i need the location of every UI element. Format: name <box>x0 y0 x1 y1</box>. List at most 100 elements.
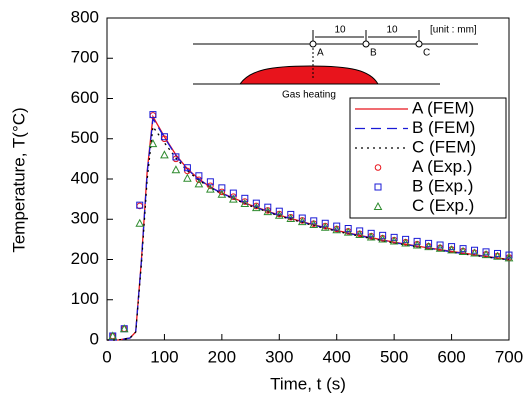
x-axis-label: Time, t (s) <box>270 374 346 393</box>
marker <box>448 243 456 251</box>
y-tick-label: 400 <box>71 168 99 187</box>
marker <box>378 234 387 243</box>
marker <box>108 331 118 340</box>
marker <box>389 236 399 245</box>
marker <box>390 233 398 241</box>
legend-label: C (FEM) <box>412 137 476 156</box>
marker <box>286 213 296 222</box>
marker <box>458 246 468 255</box>
point-b <box>362 40 370 48</box>
x-tick-label: 0 <box>102 347 111 366</box>
y-tick-label: 0 <box>90 329 99 348</box>
marker <box>195 172 203 180</box>
y-tick-label: 300 <box>71 209 99 228</box>
x-tick-label: 700 <box>495 347 523 366</box>
marker <box>413 237 421 245</box>
inset-diagram <box>193 30 478 85</box>
marker <box>424 242 433 251</box>
marker <box>172 153 180 161</box>
y-tick-label: 500 <box>71 128 99 147</box>
marker <box>206 184 215 193</box>
x-tick-label: 500 <box>380 347 408 366</box>
marker <box>218 188 226 196</box>
marker <box>505 251 513 259</box>
marker <box>412 240 422 249</box>
marker <box>287 210 295 218</box>
marker <box>183 173 192 182</box>
marker <box>320 222 330 231</box>
marker <box>401 238 410 247</box>
marker <box>367 229 375 237</box>
marker <box>183 164 191 172</box>
marker <box>310 217 318 225</box>
y-axis-label: Temperature, T(°C) <box>9 107 28 252</box>
marker <box>160 133 168 141</box>
legend-label: A (FEM) <box>412 98 474 117</box>
marker <box>264 203 272 211</box>
marker <box>274 210 284 219</box>
marker <box>470 248 479 257</box>
marker <box>344 225 352 233</box>
marker <box>195 176 203 184</box>
marker <box>251 203 261 212</box>
marker <box>207 182 214 190</box>
marker <box>481 250 491 259</box>
marker <box>230 193 237 201</box>
marker <box>149 111 157 119</box>
annotation: Gas heating <box>282 90 336 101</box>
heating-zone <box>239 65 379 85</box>
marker <box>309 219 319 228</box>
y-tick-label: 700 <box>71 48 99 67</box>
marker <box>436 241 444 249</box>
marker <box>135 218 145 227</box>
marker <box>374 183 382 191</box>
marker <box>136 201 144 209</box>
marker <box>435 243 445 252</box>
marker <box>482 248 490 256</box>
x-tick-label: 200 <box>208 347 236 366</box>
legend-box <box>349 97 507 219</box>
marker <box>241 194 249 202</box>
marker <box>494 249 502 257</box>
annotation: B <box>370 48 377 59</box>
marker <box>493 251 502 260</box>
marker <box>148 139 158 148</box>
marker <box>471 246 479 254</box>
point-a <box>309 40 317 48</box>
point-c <box>415 40 423 48</box>
marker <box>366 232 376 241</box>
marker <box>275 207 283 215</box>
marker <box>240 198 250 208</box>
marker <box>298 214 306 222</box>
marker <box>379 231 387 239</box>
marker <box>171 165 181 174</box>
marker <box>343 227 353 236</box>
marker <box>425 239 433 247</box>
marker <box>332 225 342 234</box>
series-line <box>107 116 510 341</box>
y-tick-label: 200 <box>71 249 99 268</box>
annotation: A <box>317 48 324 59</box>
annotation: C <box>423 48 430 59</box>
marker <box>217 189 227 198</box>
marker <box>252 199 260 207</box>
marker <box>119 324 129 333</box>
legend-label: B (Exp.) <box>412 176 473 195</box>
marker <box>447 245 456 254</box>
y-tick-label: 600 <box>71 88 99 107</box>
legend-label: C (Exp.) <box>412 196 474 215</box>
x-tick-label: 600 <box>437 347 465 366</box>
marker <box>355 229 365 239</box>
marker <box>263 207 273 216</box>
marker <box>356 227 364 235</box>
marker <box>194 179 204 188</box>
annotation: [unit : mm] <box>430 25 477 36</box>
marker <box>297 217 307 226</box>
x-tick-label: 300 <box>265 347 293 366</box>
marker <box>229 194 238 203</box>
y-tick-label: 800 <box>71 7 99 26</box>
x-tick-label: 100 <box>150 347 178 366</box>
y-tick-label: 100 <box>71 289 99 308</box>
x-tick-label: 400 <box>323 347 351 366</box>
